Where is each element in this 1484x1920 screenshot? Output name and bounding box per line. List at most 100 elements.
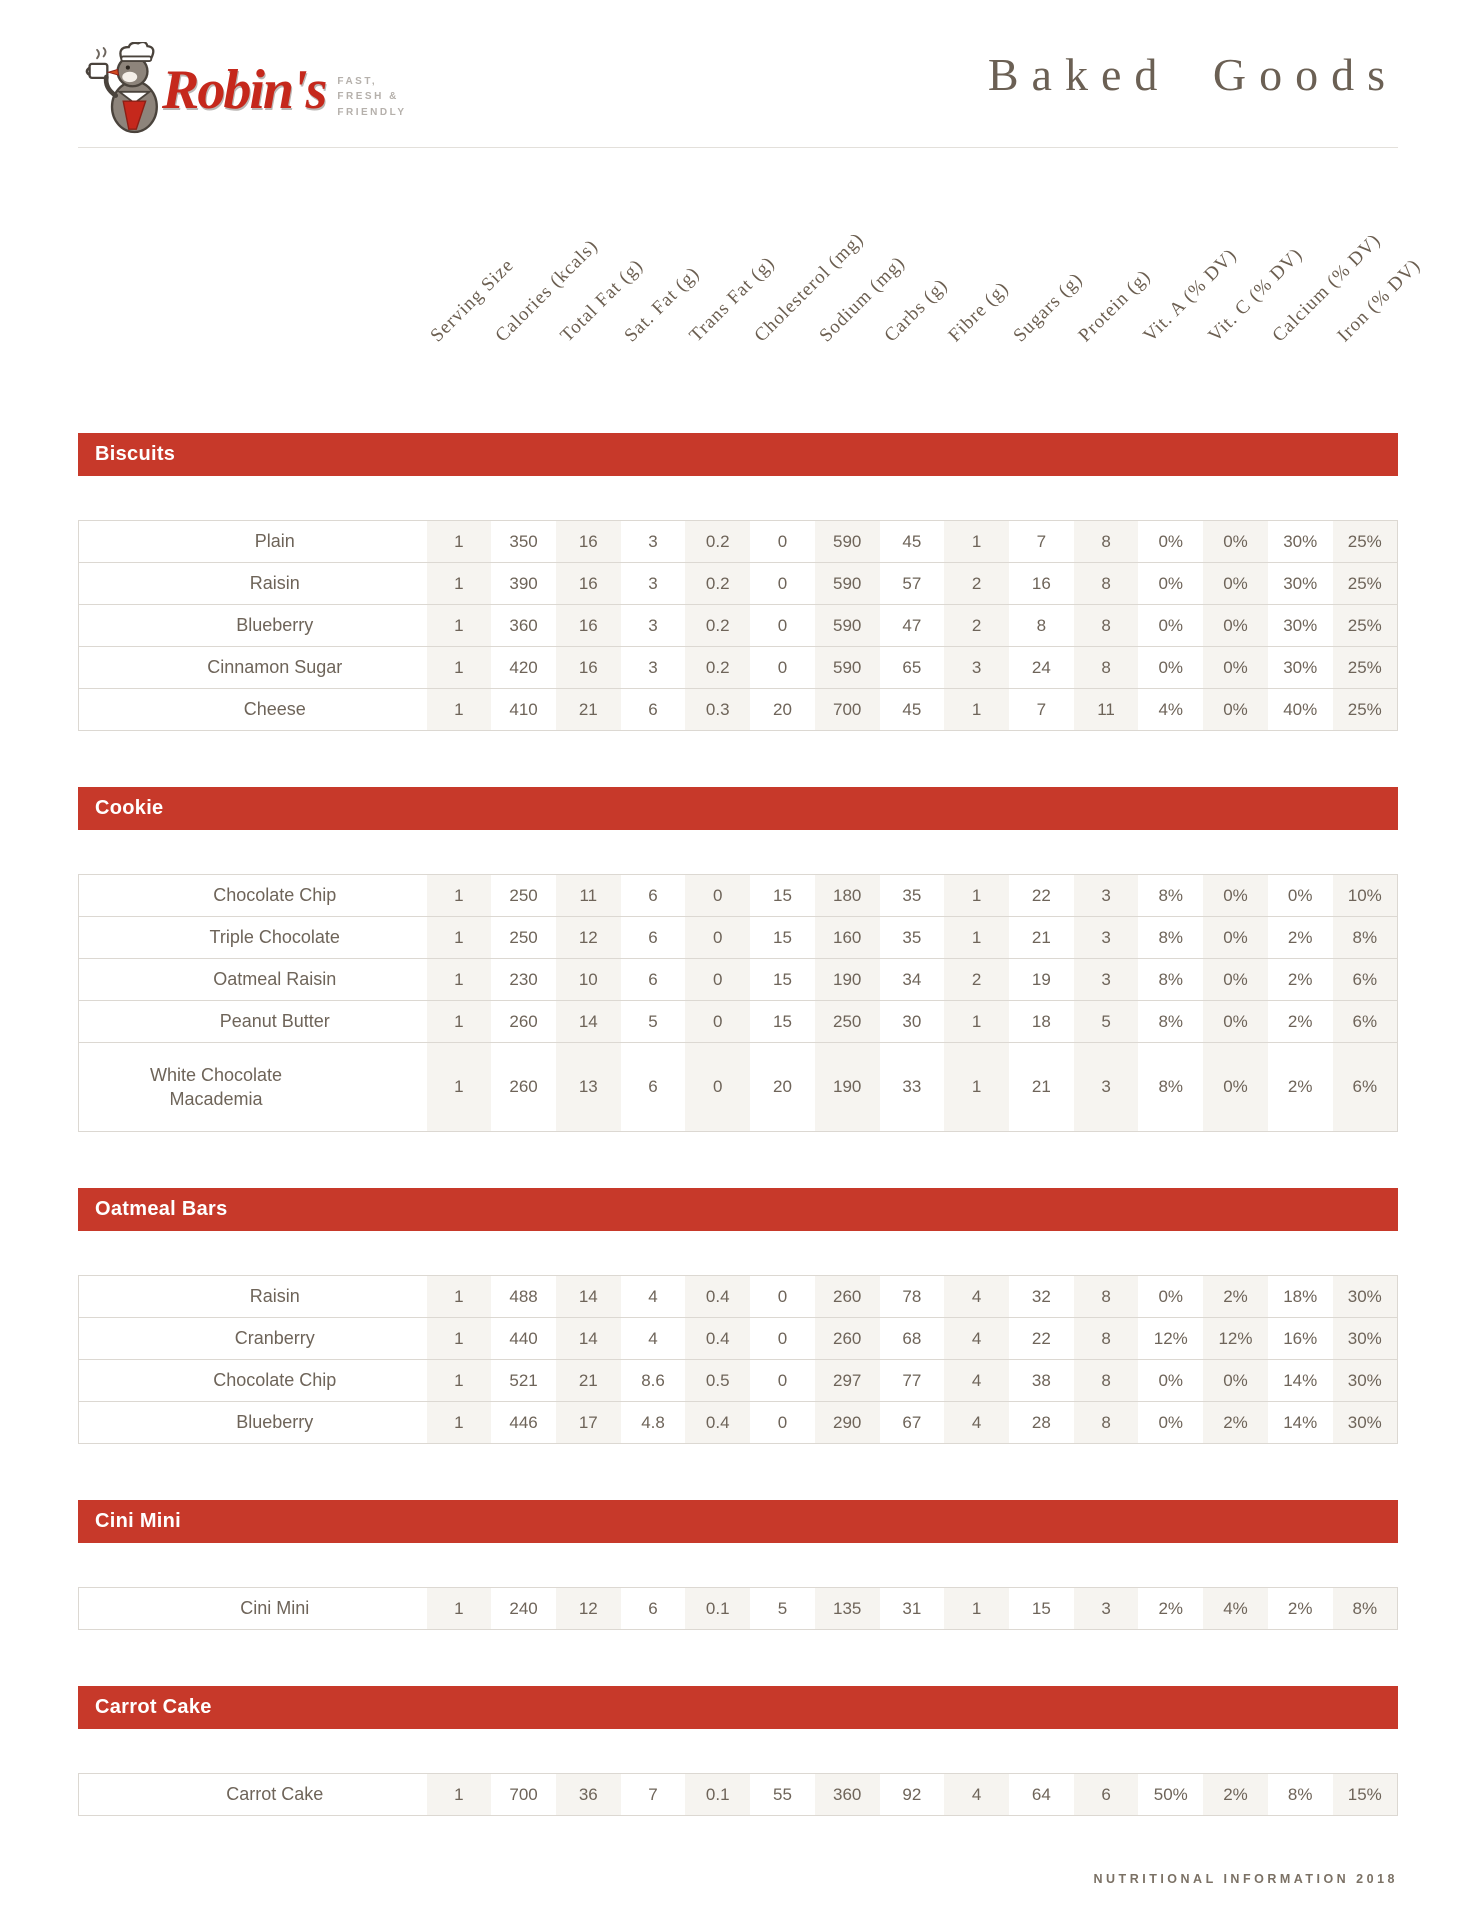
- nutrition-table: Carrot Cake 1 700 36 7 0.1 55 360 92 4 64 6 50% 2% 8% 1…: [78, 1773, 1398, 1816]
- value-cell: 0%: [1138, 562, 1204, 605]
- section-title: Oatmeal Bars: [95, 1198, 228, 1220]
- value-cell: 50%: [1138, 1773, 1204, 1816]
- table-row: Blueberry 1 446 17 4.8 0.4 0 290 67 4 28 8 0% 2% 14% 30…: [78, 1401, 1398, 1444]
- value-cell: 590: [814, 646, 880, 689]
- value-cell: 7: [1008, 688, 1074, 731]
- section-title: Cini Mini: [95, 1510, 182, 1532]
- value-cell: 3: [944, 646, 1009, 689]
- value-cell: 68: [879, 1317, 945, 1360]
- value-cell: 0: [750, 1275, 815, 1318]
- value-cell: 0.1: [685, 1587, 751, 1630]
- value-cell: 8: [1073, 1401, 1139, 1444]
- value-cell: 40%: [1267, 688, 1333, 731]
- column-header-cholesterol-mg-: Cholesterol (mg): [750, 228, 869, 347]
- value-cell: 32: [1008, 1275, 1074, 1318]
- value-cell: 446: [491, 1401, 556, 1444]
- item-name-cell: Triple Chocolate: [78, 916, 427, 959]
- value-cell: 250: [491, 916, 556, 959]
- value-cell: 8%: [1138, 874, 1204, 917]
- value-cell: 3: [620, 562, 686, 605]
- value-cell: 16: [555, 604, 621, 647]
- value-cell: 250: [491, 874, 556, 917]
- item-name: Cranberry: [234, 1328, 315, 1348]
- value-cell: 5: [750, 1587, 815, 1630]
- value-cell: 15: [750, 958, 815, 1001]
- value-cell: 3: [1073, 874, 1139, 917]
- value-cell: 1: [426, 1587, 492, 1630]
- value-cell: 77: [879, 1359, 945, 1402]
- item-name-cell: Peanut Butter: [78, 1000, 427, 1043]
- value-cell: 1: [426, 874, 492, 917]
- value-cell: 28: [1008, 1401, 1074, 1444]
- section-header: Cookie: [78, 787, 1398, 830]
- section-cini-mini: Cini Mini Cini Mini 1 240 12 6 0.1 5 135 31 1 15 3 2%…: [78, 1500, 1398, 1630]
- brand-tagline: FAST, FRESH & FRIENDLY: [337, 74, 406, 121]
- value-cell: 6: [620, 1042, 686, 1132]
- value-cell: 1: [426, 916, 492, 959]
- value-cell: 420: [491, 646, 556, 689]
- value-cell: 0.1: [685, 1773, 751, 1816]
- value-cell: 3: [1073, 1587, 1139, 1630]
- item-name: Cini Mini: [240, 1598, 310, 1618]
- item-name: Plain: [254, 531, 295, 551]
- value-cell: 15%: [1332, 1773, 1398, 1816]
- value-cell: 14%: [1267, 1401, 1333, 1444]
- value-cell: 700: [814, 688, 880, 731]
- value-cell: 0%: [1203, 604, 1268, 647]
- table-row: Triple Chocolate 1 250 12 6 0 15 160 35 1 21 3 8% 0% 2…: [78, 916, 1398, 959]
- value-cell: 6: [1073, 1773, 1139, 1816]
- value-cell: 260: [491, 1042, 556, 1132]
- item-name: Raisin: [249, 1286, 300, 1306]
- table-row: Cheese 1 410 21 6 0.3 20 700 45 1 7 11 4% 0% 40% 25%: [78, 688, 1398, 731]
- value-cell: 2%: [1267, 1000, 1333, 1043]
- value-cell: 14: [555, 1275, 621, 1318]
- value-cell: 13: [555, 1042, 621, 1132]
- value-cell: 3: [620, 520, 686, 563]
- value-cell: 18: [1008, 1000, 1074, 1043]
- value-cell: 0%: [1138, 604, 1204, 647]
- item-name: Blueberry: [236, 1412, 314, 1432]
- value-cell: 8.6: [620, 1359, 686, 1402]
- value-cell: 0: [750, 604, 815, 647]
- value-cell: 700: [491, 1773, 556, 1816]
- value-cell: 4.8: [620, 1401, 686, 1444]
- section-cookie: Cookie Chocolate Chip 1 250 11 6 0 15 180 35 1 22 3 8…: [78, 787, 1398, 1132]
- value-cell: 180: [814, 874, 880, 917]
- section-carrot-cake: Carrot Cake Carrot Cake 1 700 36 7 0.1 55 360 92 4…: [78, 1686, 1398, 1816]
- value-cell: 21: [555, 1359, 621, 1402]
- value-cell: 390: [491, 562, 556, 605]
- value-cell: 21: [555, 688, 621, 731]
- value-cell: 0%: [1267, 874, 1333, 917]
- tagline-line-2: FRESH &: [337, 91, 399, 103]
- table-row: Raisin 1 488 14 4 0.4 0 260 78 4 32 8 0% 2% 18% 30%: [78, 1275, 1398, 1318]
- value-cell: 24: [1008, 646, 1074, 689]
- table-row: Peanut Butter 1 260 14 5 0 15 250 30 1 18 5 8% 0% 2% 6%: [78, 1000, 1398, 1043]
- value-cell: 0%: [1203, 688, 1268, 731]
- column-header-calcium-dv-: Calcium (% DV): [1268, 229, 1386, 347]
- value-cell: 2%: [1203, 1275, 1268, 1318]
- value-cell: 22: [1008, 874, 1074, 917]
- value-cell: 0%: [1138, 520, 1204, 563]
- value-cell: 8%: [1332, 916, 1398, 959]
- table-row: Plain 1 350 16 3 0.2 0 590 45 1 7 8 0% 0% 30% 25%: [78, 520, 1398, 563]
- value-cell: 0%: [1138, 1401, 1204, 1444]
- value-cell: 6: [620, 874, 686, 917]
- value-cell: 1: [944, 1587, 1009, 1630]
- section-title: Cookie: [95, 797, 164, 819]
- section-title: Biscuits: [95, 443, 176, 465]
- section-header: Biscuits: [78, 433, 1398, 476]
- value-cell: 67: [879, 1401, 945, 1444]
- page-header: Robin's FAST, FRESH & FRIENDLY Baked Goo…: [78, 0, 1398, 148]
- value-cell: 6: [620, 916, 686, 959]
- value-cell: 1: [944, 874, 1009, 917]
- item-name-cell: Blueberry: [78, 604, 427, 647]
- item-name: Cinnamon Sugar: [207, 657, 343, 677]
- table-row: Chocolate Chip 1 250 11 6 0 15 180 35 1 22 3 8% 0% 0% 1…: [78, 874, 1398, 917]
- value-cell: 1: [944, 916, 1009, 959]
- value-cell: 240: [491, 1587, 556, 1630]
- nutrition-table: Chocolate Chip 1 250 11 6 0 15 180 35 1 22 3 8% 0% 0% 1…: [78, 874, 1398, 1132]
- value-cell: 6%: [1332, 1000, 1398, 1043]
- value-cell: 16: [555, 646, 621, 689]
- value-cell: 297: [814, 1359, 880, 1402]
- value-cell: 47: [879, 604, 945, 647]
